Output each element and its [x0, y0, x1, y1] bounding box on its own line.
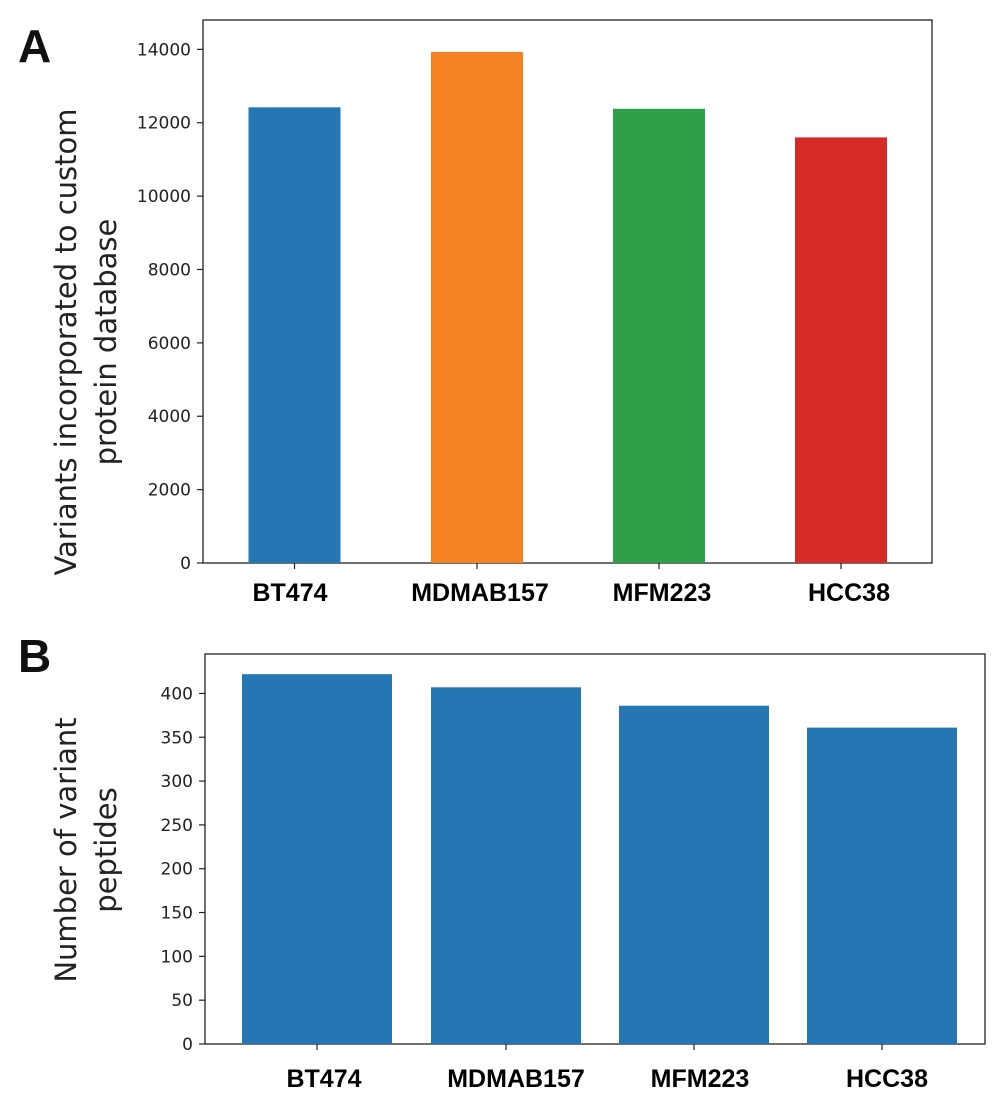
panel-a-category-label: MFM223	[613, 579, 712, 607]
panel-b-bar-mdmab157	[431, 687, 581, 1044]
panel-a-category-label: MDMAB157	[411, 579, 549, 607]
panel-b-bar-mfm223	[619, 705, 769, 1044]
panel-a-bar-bt474	[248, 107, 341, 564]
panel-b-ylabel-line-2: peptides	[89, 787, 123, 912]
panel-b-letter: B	[18, 630, 51, 682]
panel-a-bar-mfm223	[613, 108, 705, 563]
panel-b: B Number of variant peptides 0 50 100 150 20…	[18, 630, 986, 1093]
panel-b-ytick-label: 150	[161, 904, 193, 924]
panel-a-category-label: BT474	[252, 579, 327, 607]
panel-b-ylabel-line-1: Number of variant	[49, 717, 83, 982]
panel-b-ytick-label: 50	[171, 991, 193, 1011]
panel-a-ytick-label: 0	[180, 554, 191, 574]
panel-a-bar-hcc38	[795, 137, 887, 564]
panel-b-ytick-label: 100	[161, 947, 193, 967]
panel-b-category-label: HCC38	[846, 1065, 928, 1093]
panel-b-frame	[204, 653, 986, 1045]
panel-a-ytick-label: 10000	[137, 187, 191, 207]
panel-a-letter: A	[18, 20, 51, 72]
panel-a-ylabel-line-1: Variants incorporated to custom	[49, 108, 83, 575]
panel-a-ytick-label: 2000	[148, 481, 191, 501]
panel-b-category-label: MDMAB157	[447, 1065, 585, 1093]
panel-b-category-label: MFM223	[651, 1065, 750, 1093]
panel-b-plot: 0 50 100 150 200 250 300 350 400 BT474 MDMAB157 MFM…	[161, 653, 986, 1093]
panel-a-ytick-label: 14000	[137, 40, 191, 60]
panel-b-bar-hcc38	[807, 727, 957, 1044]
panel-a-ytick-label: 8000	[148, 260, 191, 280]
panel-a-ytick-label: 12000	[137, 114, 191, 134]
panel-b-ytick-label: 300	[161, 772, 193, 792]
panel-a-bar-mdmab157	[431, 51, 523, 564]
panel-a-ytick-label: 6000	[148, 334, 191, 354]
panel-a-ytick-label: 4000	[148, 407, 191, 427]
panel-b-bar-bt474	[242, 674, 392, 1044]
panel-a-category-label: HCC38	[808, 579, 890, 607]
panel-a-frame	[202, 19, 933, 564]
panel-b-ytick-label: 350	[161, 728, 193, 748]
panel-a: A Variants incorporated to custom protei…	[18, 19, 933, 607]
panel-a-plot: 0 2000 4000 6000 8000 10000 12000 14000 BT474 MDM…	[137, 19, 933, 607]
panel-b-category-label: BT474	[286, 1065, 361, 1093]
panel-b-ytick-label: 400	[161, 684, 193, 704]
panel-b-ytick-label: 200	[161, 860, 193, 880]
panel-a-ylabel-line-2: protein database	[89, 219, 123, 466]
panel-b-ytick-label: 250	[161, 816, 193, 836]
panel-b-ytick-label: 0	[182, 1035, 193, 1055]
